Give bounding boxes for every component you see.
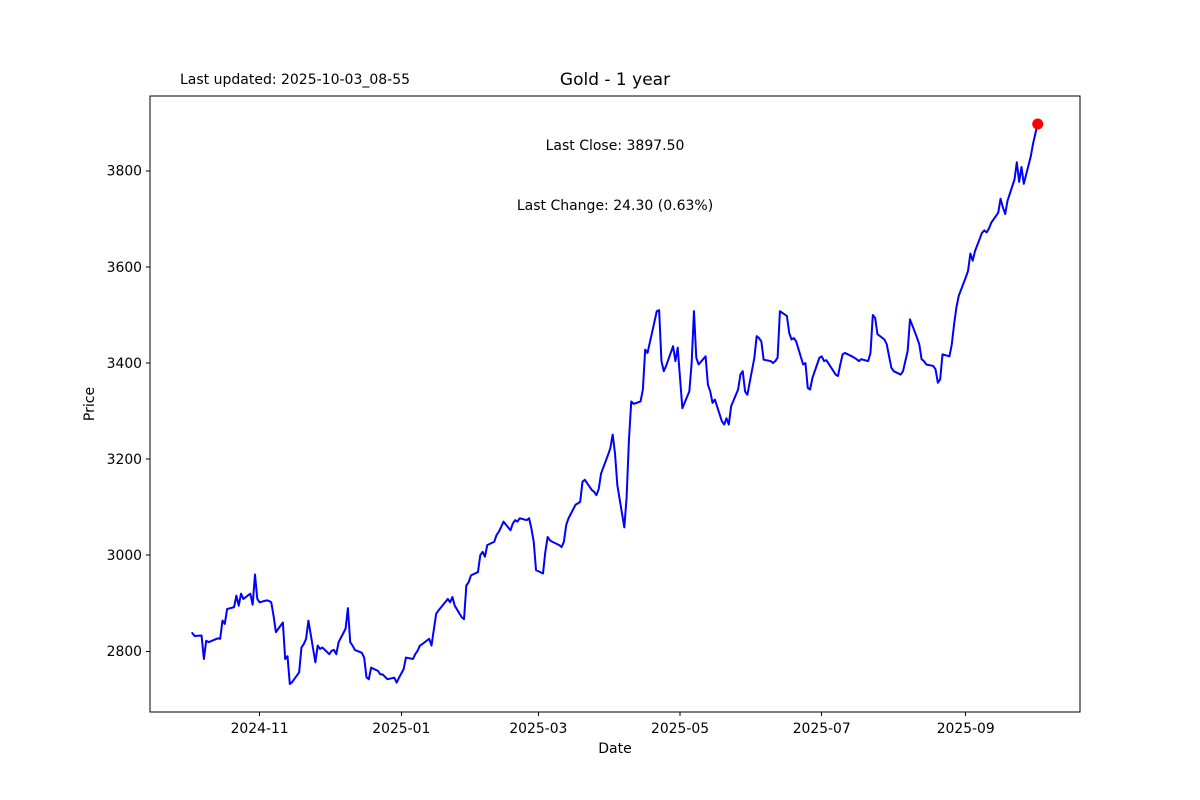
y-tick-label: 3800 bbox=[107, 164, 142, 180]
annotation-last-change: Last Change: 24.30 (0.63%) bbox=[516, 198, 714, 214]
y-tick-label: 2800 bbox=[107, 644, 142, 660]
y-tick-label: 3400 bbox=[107, 356, 142, 372]
x-axis-label: Date bbox=[598, 741, 632, 757]
chart-title: Gold - 1 year bbox=[559, 70, 671, 90]
x-tick-label: 2025-01 bbox=[372, 721, 430, 737]
y-tick-label: 3200 bbox=[107, 452, 142, 468]
x-tick-label: 2025-09 bbox=[937, 721, 995, 737]
last-updated-text: Last updated: 2025-10-03_08-55 bbox=[180, 72, 411, 88]
x-tick-label: 2024-11 bbox=[231, 721, 289, 737]
last-price-annotation: Last Close: 3897.50 Last Change: 24.30 (… bbox=[517, 96, 713, 256]
x-tick-label: 2025-05 bbox=[651, 721, 709, 737]
y-tick-label: 3600 bbox=[107, 260, 142, 276]
axes-frame bbox=[149, 95, 1081, 713]
x-tick-label: 2025-07 bbox=[793, 721, 851, 737]
x-tick-label: 2025-03 bbox=[509, 721, 567, 737]
gold-price-line bbox=[191, 123, 1039, 685]
last-price-marker bbox=[1032, 118, 1044, 130]
y-tick-label: 3000 bbox=[107, 548, 142, 564]
annotation-last-close: Last Close: 3897.50 bbox=[545, 138, 685, 154]
